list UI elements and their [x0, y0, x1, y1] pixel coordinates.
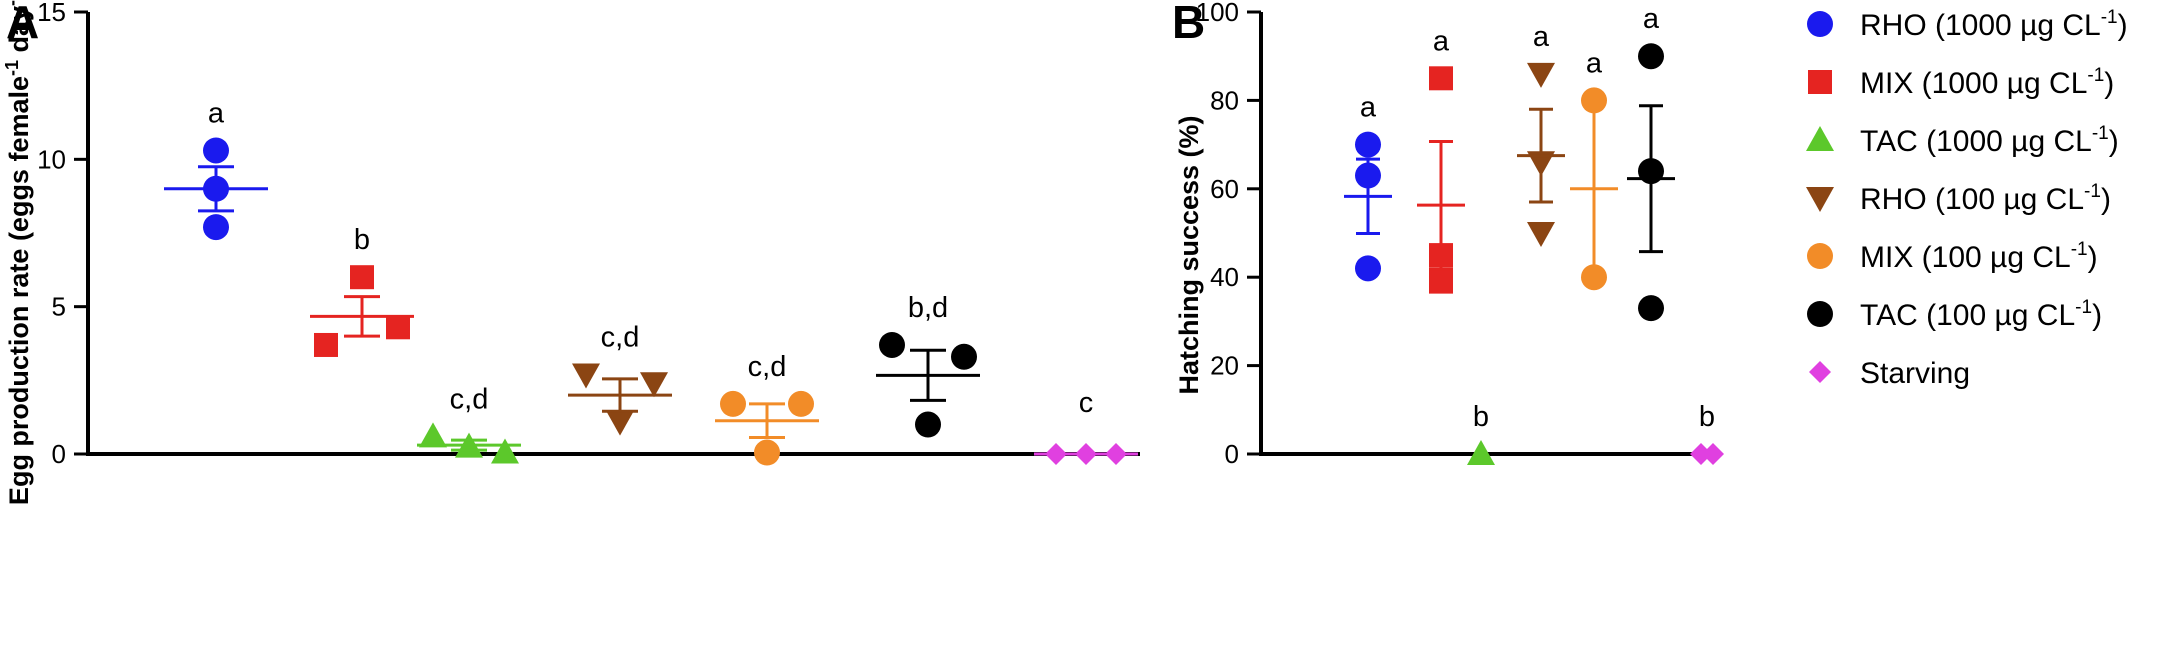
panel-b-significance-label: a	[1433, 25, 1450, 57]
legend-label-mix_1000: MIX (1000 µg CL-1)	[1860, 65, 2114, 100]
panel-a-y-tick-label: 5	[52, 292, 66, 322]
panel-a-y-tick-label: 10	[37, 144, 66, 174]
panel-b-y-tick-label: 0	[1225, 439, 1239, 469]
panel-a-point-tac_100	[951, 343, 977, 370]
panel-b-letter: B	[1172, 0, 1205, 48]
panel-a-point-tac_1000	[419, 422, 447, 448]
panel-b-significance-label: a	[1533, 21, 1550, 53]
panel-b-point-rho_1000	[1355, 131, 1381, 158]
legend-marker-starving	[1809, 361, 1831, 383]
panel-b-y-tick-label: 40	[1210, 262, 1239, 292]
panel-b-y-tick-label: 80	[1210, 85, 1239, 115]
panel-b-point-mix_1000	[1429, 269, 1453, 294]
panel-b-chart: 0 20 40 60 80 100 Hatching success (%) a a b a a a b	[1174, 0, 1724, 469]
panel-a-point-rho_1000	[203, 137, 229, 164]
legend-label-tac_1000: TAC (1000 µg CL-1)	[1860, 123, 2119, 158]
panel-a-point-rho_100	[640, 372, 668, 398]
panel-a-point-tac_100	[879, 331, 905, 358]
panel-a-point-mix_100	[754, 439, 780, 466]
legend-label-rho_1000: RHO (1000 µg CL-1)	[1860, 7, 2128, 42]
panel-b-point-tac_100	[1638, 295, 1664, 322]
panel-b-point-tac_100	[1638, 43, 1664, 70]
legend-marker-mix_1000	[1808, 70, 1832, 94]
panel-a-significance-label: c,d	[601, 321, 640, 353]
panel-b-significance-label: a	[1586, 47, 1603, 79]
panel-a-significance-label: c	[1079, 387, 1094, 419]
legend-marker-rho_100	[1806, 187, 1834, 212]
panel-a-significance-label: c,d	[748, 351, 787, 383]
panel-b-significance-label: b	[1473, 401, 1489, 433]
panel-a-point-mix_1000	[314, 332, 338, 357]
panel-b-point-tac_1000	[1467, 440, 1495, 465]
legend-marker-tac_1000	[1806, 126, 1834, 151]
legend-marker-mix_100	[1807, 243, 1833, 269]
panel-b-significance-label: a	[1360, 92, 1377, 124]
panel-a-y-tick-label: 0	[52, 439, 66, 469]
panel-b-y-axis-title: Hatching success (%)	[1174, 115, 1204, 394]
panel-a-point-mix_100	[720, 390, 746, 417]
legend-label-mix_100: MIX (100 µg CL-1)	[1860, 239, 2098, 274]
panel-b-point-starving	[1702, 443, 1724, 465]
panel-b-point-rho_100	[1527, 222, 1555, 247]
panel-b-y-tick-label: 60	[1210, 174, 1239, 204]
panel-b-point-rho_100	[1527, 62, 1555, 88]
panel-b-significance-label: a	[1643, 3, 1660, 35]
panel-a-letter: A	[6, 0, 39, 48]
panel-b-significance-label: b	[1699, 401, 1715, 433]
panel-b-point-starving	[1690, 443, 1712, 465]
panel-a-point-mix_1000	[386, 315, 410, 340]
panel-a-point-tac_1000	[491, 438, 519, 464]
legend-label-starving: Starving	[1860, 357, 1970, 390]
legend-label-tac_100: TAC (100 µg CL-1)	[1860, 297, 2102, 332]
legend-marker-rho_1000	[1807, 11, 1833, 37]
panel-a-significance-label: c,d	[450, 383, 489, 415]
panel-a-significance-label: b	[354, 224, 370, 256]
legend-marker-tac_100	[1807, 301, 1833, 327]
panel-b-point-rho_1000	[1355, 255, 1381, 282]
panel-b-y-tick-label: 20	[1210, 351, 1239, 381]
panel-a-y-tick-label: 15	[37, 0, 66, 27]
panel-a-point-mix_1000	[350, 265, 374, 290]
panel-a-point-rho_100	[572, 363, 600, 389]
panel-a-y-axis-title: Egg production rate (eggs female-1 day-1…	[2, 0, 34, 505]
panel-a-point-tac_100	[915, 411, 941, 438]
panel-a-significance-label: b,d	[908, 292, 948, 324]
panel-a-significance-label: a	[208, 97, 225, 129]
legend-label-rho_100: RHO (100 µg CL-1)	[1860, 181, 2111, 216]
panel-b-y-tick-label: 100	[1196, 0, 1239, 27]
panel-a-point-rho_100	[606, 410, 634, 436]
panel-a-point-mix_100	[788, 390, 814, 417]
panel-b-point-mix_1000	[1429, 66, 1453, 91]
panel-a-point-rho_1000	[203, 214, 229, 241]
legend: RHO (1000 µg CL-1) MIX (1000 µg CL-1) TAC …	[1806, 7, 2128, 390]
